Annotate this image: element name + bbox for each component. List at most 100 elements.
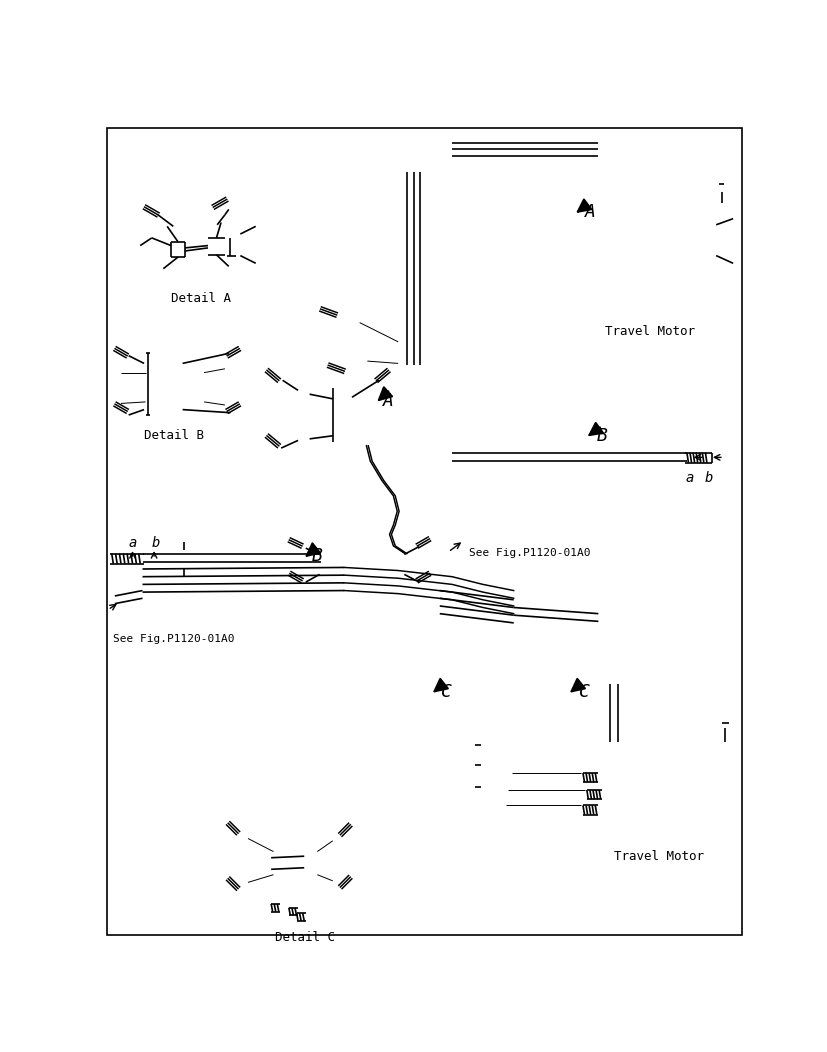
Text: b: b — [704, 471, 712, 485]
Circle shape — [681, 262, 687, 268]
Circle shape — [643, 782, 660, 798]
Text: Travel Motor: Travel Motor — [613, 850, 703, 863]
Circle shape — [337, 425, 345, 432]
Text: B: B — [596, 426, 607, 445]
Bar — [332, 422, 349, 436]
Circle shape — [503, 452, 514, 464]
Bar — [366, 495, 392, 518]
Circle shape — [403, 343, 415, 356]
Bar — [552, 702, 576, 745]
Bar — [398, 338, 433, 365]
Bar — [600, 743, 613, 843]
Bar — [589, 203, 602, 323]
Bar — [480, 764, 508, 781]
Text: C: C — [578, 683, 590, 701]
Circle shape — [584, 213, 688, 318]
Text: b: b — [151, 535, 160, 550]
Circle shape — [174, 246, 181, 252]
Bar — [208, 238, 225, 255]
Text: See Fig.P1120-01A0: See Fig.P1120-01A0 — [113, 634, 235, 645]
Circle shape — [681, 760, 686, 766]
Circle shape — [670, 292, 676, 299]
Circle shape — [614, 243, 657, 286]
Bar — [382, 553, 404, 576]
Bar — [686, 203, 700, 323]
Circle shape — [227, 231, 232, 237]
Bar — [480, 786, 508, 803]
Bar — [300, 390, 311, 443]
Bar — [600, 743, 710, 843]
Text: B: B — [312, 547, 323, 565]
Bar — [304, 850, 319, 877]
Circle shape — [628, 824, 633, 829]
Bar — [380, 510, 387, 515]
Circle shape — [605, 744, 698, 836]
Text: Travel Motor: Travel Motor — [604, 325, 694, 338]
Circle shape — [160, 369, 167, 377]
Circle shape — [419, 708, 435, 723]
Circle shape — [609, 303, 615, 309]
Bar — [710, 762, 726, 774]
Circle shape — [594, 222, 678, 307]
Circle shape — [418, 343, 431, 356]
Circle shape — [656, 829, 662, 834]
Bar — [332, 398, 349, 411]
Circle shape — [303, 426, 308, 432]
Circle shape — [609, 802, 614, 807]
Bar — [700, 243, 715, 256]
Text: See Fig.P1120-01A0: See Fig.P1120-01A0 — [468, 548, 590, 559]
Circle shape — [691, 787, 696, 792]
Circle shape — [556, 708, 571, 723]
Circle shape — [624, 763, 679, 817]
Circle shape — [641, 215, 648, 221]
Circle shape — [641, 309, 648, 315]
Text: A: A — [382, 392, 393, 410]
Text: A: A — [584, 203, 595, 221]
Circle shape — [213, 243, 220, 250]
Circle shape — [325, 559, 338, 572]
Circle shape — [419, 725, 435, 741]
Circle shape — [588, 245, 595, 251]
Circle shape — [306, 857, 317, 869]
Circle shape — [556, 725, 571, 741]
Circle shape — [303, 399, 308, 405]
Bar — [720, 743, 729, 760]
Circle shape — [609, 773, 614, 778]
Text: a: a — [685, 471, 693, 485]
Bar — [369, 501, 375, 507]
Circle shape — [614, 753, 688, 827]
Bar — [414, 702, 439, 745]
Circle shape — [178, 552, 190, 565]
Circle shape — [337, 401, 345, 408]
Circle shape — [273, 857, 284, 869]
Text: C: C — [440, 683, 451, 701]
Circle shape — [224, 228, 237, 240]
Bar — [171, 242, 184, 259]
Bar — [498, 449, 519, 467]
Circle shape — [656, 746, 662, 751]
Circle shape — [670, 231, 676, 238]
Bar — [697, 743, 710, 843]
Bar — [710, 781, 726, 793]
Circle shape — [609, 221, 615, 226]
Bar — [589, 203, 700, 323]
Circle shape — [604, 232, 668, 297]
Bar — [321, 553, 342, 576]
Circle shape — [588, 278, 595, 284]
Text: a: a — [128, 535, 137, 550]
Text: Detail A: Detail A — [171, 291, 231, 305]
Circle shape — [628, 751, 633, 756]
Text: Detail B: Detail B — [144, 429, 203, 442]
Bar — [369, 510, 375, 515]
Bar — [148, 394, 179, 409]
Circle shape — [625, 255, 647, 276]
Circle shape — [386, 559, 400, 572]
Bar — [270, 850, 286, 877]
Bar — [700, 225, 715, 237]
Bar — [148, 365, 179, 381]
Circle shape — [633, 772, 669, 808]
Circle shape — [681, 814, 686, 820]
Text: Detail C: Detail C — [275, 931, 335, 944]
Bar — [380, 501, 387, 507]
Bar — [173, 550, 194, 568]
